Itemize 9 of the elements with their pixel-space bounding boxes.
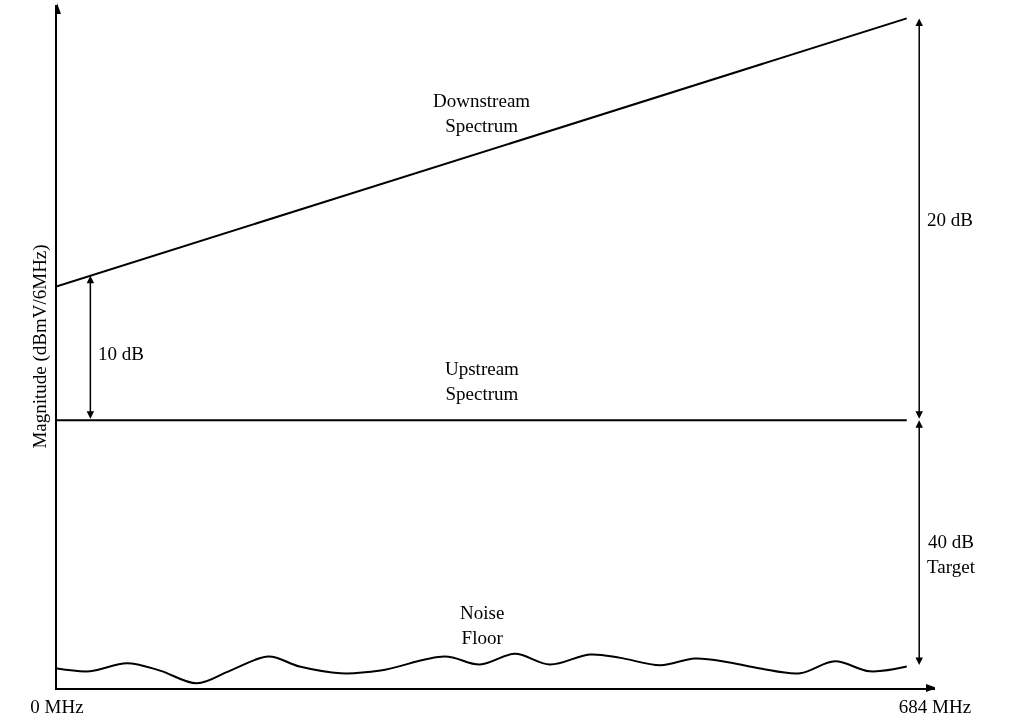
series-label: Upstream Spectrum	[445, 358, 520, 404]
y-axis-title: Magnitude (dBmV/6MHz)	[28, 244, 51, 449]
annotation: 10 dB	[98, 343, 144, 364]
x-tick-label: 0 MHz	[30, 695, 84, 717]
x-tick-label: 684 MHz	[898, 695, 972, 717]
annotation: 20 dB	[927, 209, 973, 230]
series-label: Noise Floor	[460, 602, 505, 648]
annotation: 40 dB Target	[927, 531, 976, 577]
series-label: Downstream Spectrum	[433, 90, 531, 136]
